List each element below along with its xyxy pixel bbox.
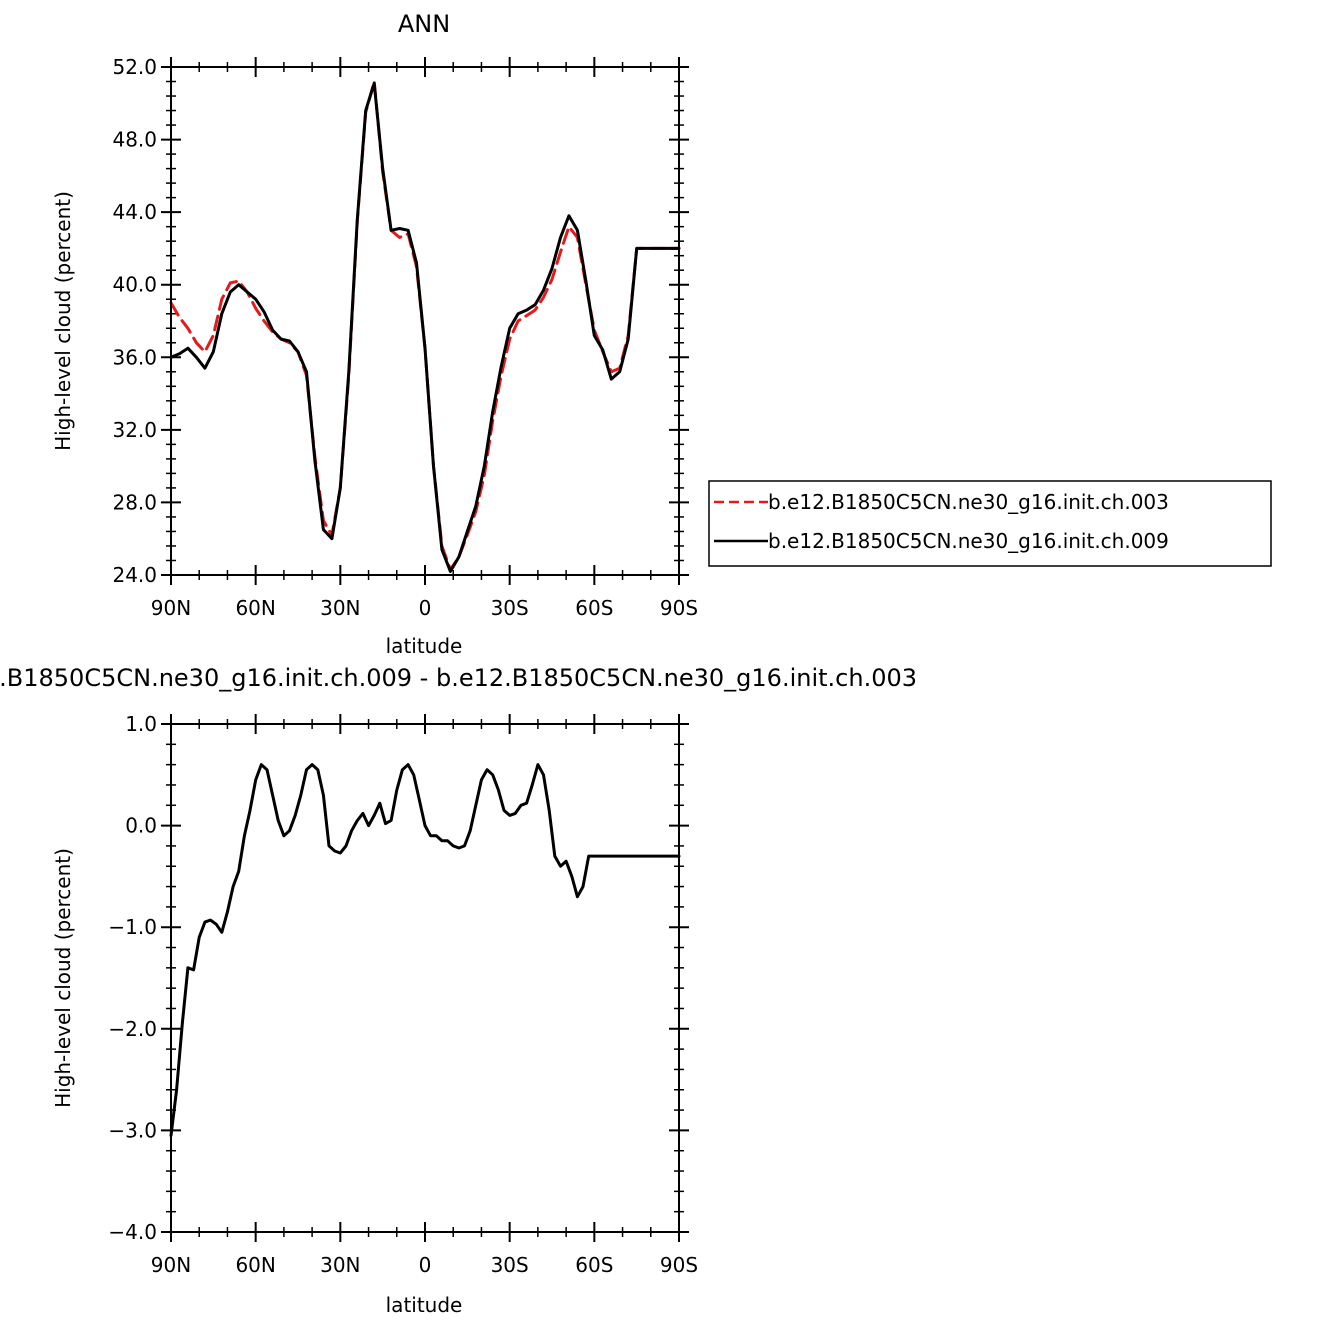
bottom-chart-frame <box>170 723 680 1233</box>
x-tick-label: 60N <box>235 596 275 620</box>
top-chart-legend: b.e12.B1850C5CN.ne30_g16.init.ch.003 b.e… <box>708 480 1272 567</box>
y-tick-label: 32.0 <box>112 418 157 442</box>
x-tick-label: 60N <box>235 1253 275 1277</box>
series-line-1 <box>169 80 681 572</box>
legend-label-series-2: b.e12.B1850C5CN.ne30_g16.init.ch.009 <box>768 529 1169 553</box>
y-tick-label: −4.0 <box>108 1220 157 1244</box>
legend-label-series-1: b.e12.B1850C5CN.ne30_g16.init.ch.003 <box>768 490 1169 514</box>
series-line-1 <box>169 763 681 1137</box>
legend-box <box>708 480 1272 567</box>
y-tick-label: −1.0 <box>108 915 157 939</box>
x-tick-label: 90N <box>151 596 191 620</box>
x-tick-label: 30N <box>320 1253 360 1277</box>
top-chart: ANN 24.0 28.0 32.0 36.0 40.0 44.0 48.0 52.0 90N 6… <box>51 10 1272 658</box>
top-chart-frame <box>170 66 680 576</box>
x-tick-label: 90N <box>151 1253 191 1277</box>
x-tick-label: 30S <box>491 596 529 620</box>
bottom-chart-ticks: −4.0 −3.0 −2.0 −1.0 0.0 1.0 90N 60N 30N 0 30S 60S 90… <box>108 712 698 1277</box>
y-tick-label: −2.0 <box>108 1017 157 1041</box>
bottom-chart-xlabel: latitude <box>386 1293 463 1317</box>
x-tick-label: 90S <box>660 1253 698 1277</box>
y-tick-label: 0.0 <box>125 814 157 838</box>
x-tick-label: 90S <box>660 596 698 620</box>
series-line-2 <box>169 81 681 573</box>
y-tick-label: 48.0 <box>112 128 157 152</box>
x-tick-label: 0 <box>419 1253 432 1277</box>
y-tick-label: 1.0 <box>125 712 157 736</box>
top-chart-series <box>169 80 681 573</box>
top-chart-ylabel: High-level cloud (percent) <box>51 191 75 451</box>
y-tick-label: 28.0 <box>112 490 157 514</box>
x-tick-label: 60S <box>575 596 613 620</box>
y-tick-label: 44.0 <box>112 200 157 224</box>
x-tick-label: 30S <box>491 1253 529 1277</box>
y-tick-label: −3.0 <box>108 1118 157 1142</box>
bottom-chart-ylabel: High-level cloud (percent) <box>51 848 75 1108</box>
y-tick-label: 40.0 <box>112 273 157 297</box>
top-chart-ticks: 24.0 28.0 32.0 36.0 40.0 44.0 48.0 52.0 90N 60N 30… <box>112 55 698 620</box>
top-chart-xlabel: latitude <box>386 634 463 658</box>
x-tick-label: 0 <box>419 596 432 620</box>
y-tick-label: 24.0 <box>112 563 157 587</box>
x-tick-label: 30N <box>320 596 360 620</box>
y-tick-label: 52.0 <box>112 55 157 79</box>
y-tick-label: 36.0 <box>112 345 157 369</box>
bottom-chart-title: b.e12.B1850C5CN.ne30_g16.init.ch.009 - b… <box>0 664 917 692</box>
top-chart-title: ANN <box>398 10 450 38</box>
x-tick-label: 60S <box>575 1253 613 1277</box>
bottom-chart: b.e12.B1850C5CN.ne30_g16.init.ch.009 - b… <box>0 664 917 1317</box>
bottom-chart-series <box>169 763 681 1137</box>
